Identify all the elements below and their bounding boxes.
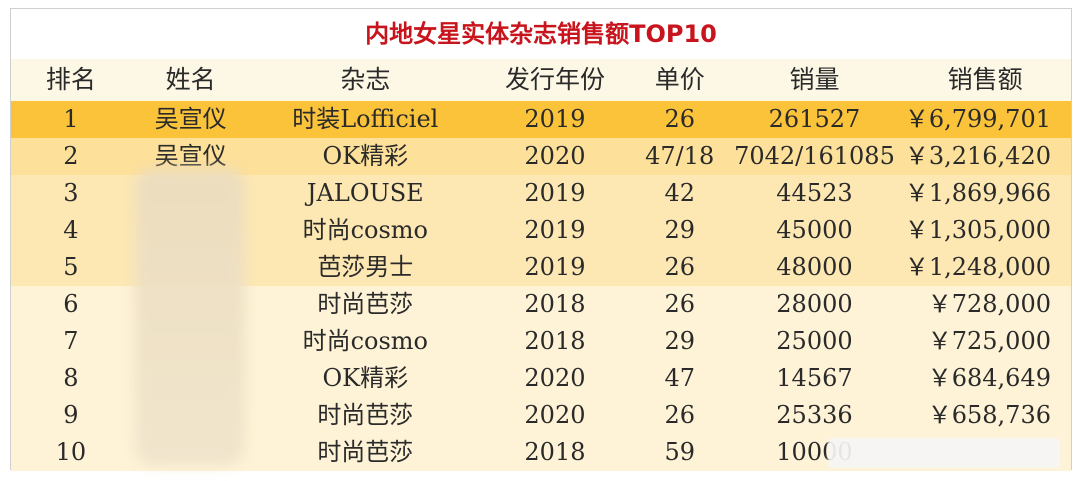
cell-price: 26 bbox=[664, 253, 695, 281]
cell-price: 59 bbox=[664, 438, 695, 466]
cell-sales: 25336 bbox=[776, 401, 853, 429]
cell-magazine: JALOUSE bbox=[306, 179, 424, 207]
header-amount: 销售额 bbox=[947, 65, 1023, 94]
table-row: 6 时尚芭莎 2018 26 28000 ￥728,000 bbox=[11, 286, 1071, 323]
cell-rank: 4 bbox=[63, 216, 79, 244]
table-row: 1 吴宣仪 时装Lofficiel 2019 26 261527 ￥6,799,… bbox=[11, 101, 1071, 138]
cell-magazine: 时尚芭莎 bbox=[317, 401, 414, 429]
cell-price: 29 bbox=[664, 216, 695, 244]
cell-magazine: 时尚cosmo bbox=[302, 216, 429, 244]
cell-magazine: 时尚芭莎 bbox=[317, 438, 414, 466]
cell-year: 2019 bbox=[524, 216, 586, 244]
cell-sales: 7042/161085 bbox=[734, 142, 895, 170]
cell-sales: 45000 bbox=[776, 216, 853, 244]
cell-amount: ￥725,000 bbox=[927, 327, 1051, 355]
cell-price: 26 bbox=[664, 401, 695, 429]
cell-rank: 5 bbox=[63, 253, 79, 281]
cell-rank: 6 bbox=[63, 290, 79, 318]
cell-rank: 9 bbox=[63, 401, 79, 429]
cell-year: 2020 bbox=[524, 364, 586, 392]
cell-year: 2020 bbox=[524, 401, 586, 429]
cell-amount: ￥1,869,966 bbox=[904, 179, 1051, 207]
header-name: 姓名 bbox=[165, 65, 216, 94]
blurred-watermark bbox=[828, 438, 1060, 468]
cell-year: 2020 bbox=[524, 142, 586, 170]
cell-year: 2019 bbox=[524, 105, 586, 133]
cell-sales: 44523 bbox=[776, 179, 853, 207]
cell-rank: 2 bbox=[63, 142, 79, 170]
cell-year: 2018 bbox=[524, 290, 586, 318]
cell-magazine: 时装Lofficiel bbox=[292, 105, 439, 133]
cell-rank: 8 bbox=[63, 364, 79, 392]
cell-amount: ￥1,305,000 bbox=[904, 216, 1051, 244]
header-year: 发行年份 bbox=[504, 65, 605, 94]
cell-magazine: OK精彩 bbox=[322, 142, 409, 170]
cell-year: 2019 bbox=[524, 179, 586, 207]
cell-year: 2018 bbox=[524, 327, 586, 355]
cell-sales: 28000 bbox=[776, 290, 853, 318]
cell-price: 42 bbox=[664, 179, 695, 207]
cell-year: 2018 bbox=[524, 438, 586, 466]
cell-rank: 3 bbox=[63, 179, 79, 207]
cell-price: 47 bbox=[664, 364, 695, 392]
cell-price: 29 bbox=[664, 327, 695, 355]
cell-year: 2019 bbox=[524, 253, 586, 281]
cell-amount: ￥728,000 bbox=[927, 290, 1051, 318]
cell-amount: ￥3,216,420 bbox=[904, 142, 1051, 170]
header-price: 单价 bbox=[654, 65, 705, 94]
header-sales: 销量 bbox=[789, 65, 840, 94]
cell-sales: 48000 bbox=[776, 253, 853, 281]
cell-amount: ￥658,736 bbox=[927, 401, 1051, 429]
cell-amount: ￥684,649 bbox=[927, 364, 1051, 392]
cell-sales: 14567 bbox=[776, 364, 853, 392]
header-rank: 排名 bbox=[45, 65, 96, 94]
cell-rank: 1 bbox=[63, 105, 79, 133]
page-title: 内地女星实体杂志销售额TOP10 bbox=[365, 20, 717, 48]
table-header: 排名 姓名 杂志 发行年份 单价 销量 销售额 bbox=[11, 59, 1071, 101]
cell-name: 吴宣仪 bbox=[154, 105, 227, 133]
blurred-names-mask bbox=[135, 168, 245, 466]
cell-magazine: 时尚芭莎 bbox=[317, 290, 414, 318]
cell-amount: ￥1,248,000 bbox=[904, 253, 1051, 281]
cell-amount: ￥6,799,701 bbox=[904, 105, 1051, 133]
cell-sales: 25000 bbox=[776, 327, 853, 355]
cell-price: 47/18 bbox=[645, 142, 715, 170]
cell-price: 26 bbox=[664, 105, 695, 133]
cell-sales: 261527 bbox=[768, 105, 861, 133]
cell-rank: 10 bbox=[55, 438, 87, 466]
cell-magazine: OK精彩 bbox=[322, 364, 409, 392]
cell-name: 吴宣仪 bbox=[154, 142, 227, 170]
cell-magazine: 时尚cosmo bbox=[302, 327, 429, 355]
cell-price: 26 bbox=[664, 290, 695, 318]
cell-rank: 7 bbox=[63, 327, 79, 355]
cell-magazine: 芭莎男士 bbox=[317, 253, 414, 281]
header-magazine: 杂志 bbox=[340, 65, 391, 94]
